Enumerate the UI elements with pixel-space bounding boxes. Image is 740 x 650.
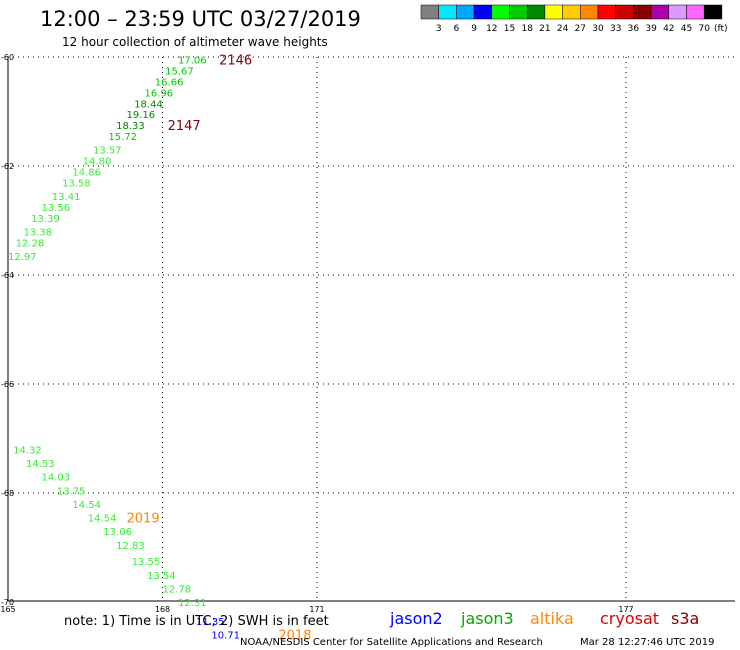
swh-label: 18.44 bbox=[134, 99, 163, 110]
scale-swatch bbox=[686, 4, 705, 20]
scale-swatch bbox=[580, 4, 599, 20]
swh-label: 14.03 bbox=[42, 473, 71, 484]
swh-label: 12.31 bbox=[178, 598, 207, 609]
y-tick-label: -68 bbox=[1, 489, 14, 498]
swh-label: 16.66 bbox=[155, 78, 184, 89]
scale-label: 33 bbox=[610, 24, 621, 34]
swh-label: 13.06 bbox=[103, 527, 132, 538]
scale-label: 3 bbox=[436, 24, 442, 34]
satellite-jason3: jason3 bbox=[460, 609, 514, 628]
scale-swatch bbox=[615, 4, 634, 20]
time-label: 2018 bbox=[278, 629, 311, 644]
swh-label: 10.71 bbox=[211, 631, 240, 642]
swh-label: 12.97 bbox=[8, 252, 37, 263]
scale-swatch bbox=[703, 4, 723, 20]
scale-swatch bbox=[633, 4, 652, 20]
swh-label: 14.53 bbox=[26, 459, 55, 470]
swh-label: 13.38 bbox=[24, 227, 53, 238]
scale-swatch bbox=[668, 4, 687, 20]
scale-swatch bbox=[456, 4, 475, 20]
swh-label: 13.75 bbox=[57, 486, 86, 497]
satellite-cryosat: cryosat bbox=[600, 609, 659, 628]
plot-frame bbox=[7, 57, 735, 602]
scale-swatch bbox=[526, 4, 546, 20]
satellite-legend: jason2 jason3 altika cryosat s3a bbox=[389, 609, 699, 628]
scale-swatch bbox=[597, 4, 616, 20]
y-tick-label: -70 bbox=[1, 598, 14, 607]
satellite-s3a: s3a bbox=[671, 609, 699, 628]
swh-label: 18.33 bbox=[116, 121, 145, 132]
swh-label: 13.57 bbox=[93, 146, 122, 157]
footer-credit: NOAA/NESDIS Center for Satellite Applica… bbox=[240, 637, 543, 648]
swh-label: 13.54 bbox=[147, 571, 176, 582]
swh-label: 15.67 bbox=[165, 67, 194, 78]
time-labels: 2146 2147 2019 2018 bbox=[127, 54, 312, 644]
scale-label: 36 bbox=[628, 24, 640, 34]
scale-swatch bbox=[491, 4, 510, 20]
x-tick-label: 171 bbox=[309, 605, 324, 614]
time-label: 2146 bbox=[219, 54, 252, 69]
swh-label: 14.32 bbox=[13, 445, 42, 456]
swh-label: 12.28 bbox=[16, 238, 45, 249]
swh-label: 17.06 bbox=[178, 56, 207, 67]
scale-label: 12 bbox=[486, 24, 497, 34]
y-tick-label: -64 bbox=[1, 271, 14, 280]
scale-label: 18 bbox=[521, 24, 533, 34]
swh-label: 14.80 bbox=[83, 157, 112, 168]
scale-label: 6 bbox=[454, 24, 460, 34]
scale-label: 9 bbox=[471, 24, 477, 34]
scale-unit-label: (ft) bbox=[714, 24, 728, 34]
scale-swatch bbox=[562, 4, 581, 20]
swh-label: 13.58 bbox=[62, 178, 91, 189]
x-tick-label: 177 bbox=[618, 605, 633, 614]
scale-swatch bbox=[420, 4, 439, 20]
scale-label: 27 bbox=[575, 24, 586, 34]
footer-note: note: 1) Time is in UTC; 2) SWH is in fe… bbox=[64, 614, 329, 629]
swh-label: 19.16 bbox=[127, 110, 156, 121]
scale-swatch bbox=[509, 4, 528, 20]
time-label: 2147 bbox=[168, 119, 201, 134]
chart-subtitle: 12 hour collection of altimeter wave hei… bbox=[62, 35, 328, 49]
swh-label: 15.72 bbox=[108, 132, 137, 143]
chart-title: 12:00 – 23:59 UTC 03/27/2019 bbox=[40, 7, 361, 31]
scale-label: 24 bbox=[557, 24, 569, 34]
scale-swatch bbox=[544, 4, 563, 20]
satellite-jason2: jason2 bbox=[389, 609, 443, 628]
scale-swatch bbox=[473, 4, 493, 20]
y-tick-label: -66 bbox=[1, 380, 14, 389]
scale-label: 45 bbox=[681, 24, 692, 34]
swh-label: 13.56 bbox=[42, 203, 71, 214]
time-label: 2019 bbox=[127, 512, 160, 527]
swh-label: 13.39 bbox=[31, 214, 60, 225]
scale-label: 21 bbox=[539, 24, 550, 34]
swh-label: 12.78 bbox=[163, 584, 192, 595]
swh-label: 14.54 bbox=[72, 500, 101, 511]
swh-label: 16.96 bbox=[145, 88, 174, 99]
scale-label: 70 bbox=[698, 24, 710, 34]
scale-label: 42 bbox=[663, 24, 674, 34]
satellite-altika: altika bbox=[530, 609, 574, 628]
swh-label: 12.83 bbox=[116, 541, 145, 552]
scale-label: 30 bbox=[592, 24, 604, 34]
swh-label: 13.41 bbox=[52, 192, 81, 203]
x-tick-label: 165 bbox=[0, 605, 15, 614]
wave-height-color-scale: 3 6 9 12 15 18 21 24 27 30 33 36 39 42 45 70 bbox=[420, 4, 723, 34]
scale-label: 15 bbox=[504, 24, 515, 34]
data-labels: 17.0615.6716.6616.9618.4419.1618.3315.72… bbox=[8, 56, 240, 642]
scale-label: 39 bbox=[645, 24, 657, 34]
x-tick-label: 168 bbox=[155, 605, 170, 614]
footer-timestamp: Mar 28 12:27:46 UTC 2019 bbox=[580, 637, 715, 648]
y-tick-label: -60 bbox=[1, 53, 14, 62]
swh-label: 11.35 bbox=[196, 617, 225, 628]
swh-label: 14.54 bbox=[88, 514, 117, 525]
scale-swatch bbox=[650, 4, 670, 20]
grid-lines bbox=[8, 56, 735, 601]
swh-label: 13.55 bbox=[132, 557, 161, 568]
swh-label: 14.86 bbox=[72, 168, 101, 179]
y-tick-label: -62 bbox=[1, 162, 14, 171]
scale-swatch bbox=[438, 4, 457, 20]
